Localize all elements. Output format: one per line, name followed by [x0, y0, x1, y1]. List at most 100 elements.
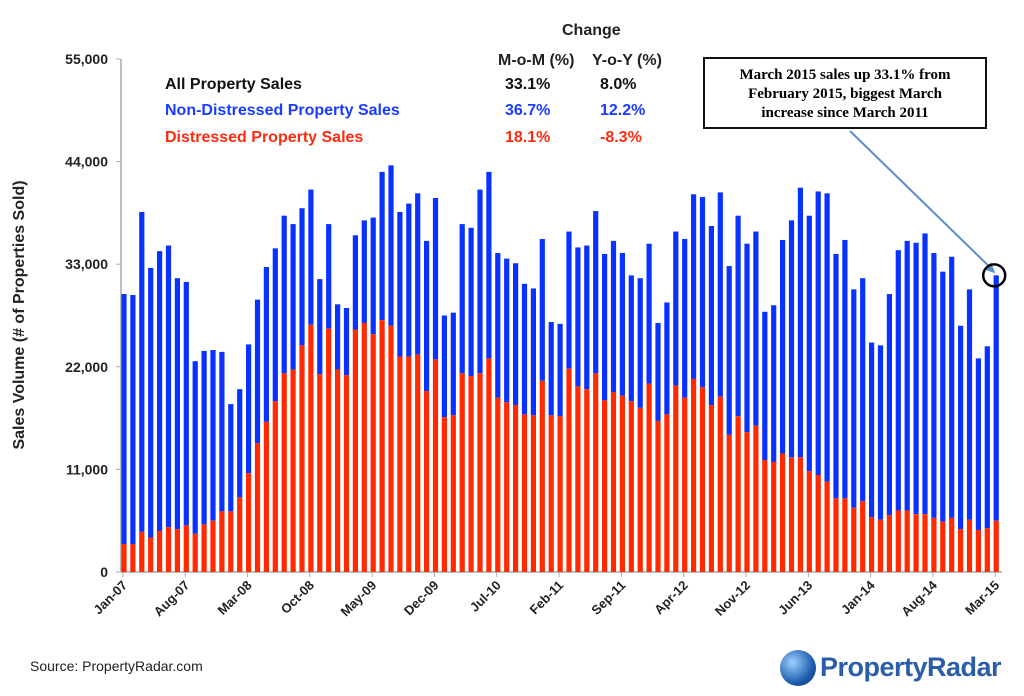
- x-tick-label: Sep-11: [588, 578, 628, 618]
- bar-distressed: [539, 380, 545, 572]
- bar-distressed: [877, 519, 884, 572]
- bar-non-distressed: [361, 220, 367, 323]
- bar-non-distressed: [432, 197, 439, 360]
- bar-non-distressed: [450, 312, 456, 416]
- bar-distressed: [869, 516, 875, 572]
- bar-distressed: [593, 373, 599, 572]
- bar-distressed: [272, 401, 278, 572]
- bar-non-distressed: [842, 239, 848, 499]
- bar-non-distressed: [913, 242, 919, 515]
- bar-non-distressed: [833, 253, 839, 499]
- bar-distressed: [824, 481, 830, 572]
- bar-non-distressed: [788, 220, 795, 458]
- bar-non-distressed: [815, 191, 821, 475]
- bar-non-distressed: [566, 231, 572, 369]
- x-tick-label: Mar-08: [214, 578, 254, 618]
- arrow-head-icon: [984, 262, 996, 274]
- bar-distressed: [450, 415, 456, 572]
- x-tick-label: Jan-14: [838, 577, 878, 617]
- bar-distressed: [237, 497, 243, 572]
- bar-distressed: [397, 356, 403, 572]
- bar-non-distressed: [682, 239, 688, 398]
- bar-non-distressed: [726, 266, 732, 435]
- bar-non-distressed: [139, 211, 145, 532]
- bar-non-distressed: [869, 342, 875, 517]
- bar-non-distressed: [388, 165, 394, 326]
- table-row-mom: 36.7%: [505, 102, 551, 119]
- bar-distressed: [343, 375, 350, 572]
- bar-distressed: [548, 415, 554, 572]
- bar-non-distressed: [699, 197, 706, 388]
- bar-non-distressed: [584, 245, 590, 390]
- bar-distressed: [557, 416, 563, 572]
- x-tick-label: Aug-14: [898, 577, 940, 619]
- annotation-line: increase since March 2011: [761, 105, 929, 121]
- bar-distressed: [317, 374, 323, 572]
- bar-distressed: [183, 525, 189, 572]
- bar-non-distressed: [192, 361, 198, 534]
- bar-non-distressed: [397, 211, 403, 357]
- bar-non-distressed: [780, 239, 786, 454]
- bar-distressed: [984, 528, 990, 572]
- bar-non-distressed: [984, 346, 990, 529]
- table-row-yoy: 8.0%: [600, 76, 637, 93]
- bar-non-distressed: [575, 247, 581, 387]
- bar-non-distressed: [762, 311, 768, 461]
- bar-distressed: [940, 521, 946, 572]
- bar-distressed: [130, 544, 136, 572]
- bar-non-distressed: [904, 240, 910, 511]
- x-tick-label: Dec-09: [401, 578, 442, 619]
- bar-distressed: [664, 414, 670, 572]
- bar-distressed: [157, 530, 163, 572]
- bar-distressed: [673, 385, 679, 572]
- x-tick-label: Apr-12: [651, 578, 691, 618]
- bar-distressed: [504, 402, 510, 572]
- bar-non-distressed: [895, 250, 901, 511]
- bar-distressed: [762, 460, 768, 572]
- bar-distressed: [290, 369, 296, 572]
- x-tick-label: Jul-10: [467, 578, 504, 615]
- bar-non-distressed: [290, 224, 296, 370]
- bar-distressed: [958, 529, 964, 572]
- table-row-label: Non-Distressed Property Sales: [165, 102, 400, 119]
- bar-distressed: [513, 405, 519, 572]
- table-header-change: Change: [562, 22, 621, 39]
- bar-distressed: [655, 420, 661, 572]
- y-tick-label: 11,000: [66, 461, 108, 477]
- bar-non-distressed: [548, 322, 554, 416]
- bar-non-distressed: [646, 243, 652, 384]
- globe-icon: [780, 650, 816, 686]
- bar-distressed: [575, 386, 581, 572]
- bar-distressed: [165, 527, 172, 572]
- y-tick-label: 0: [100, 564, 108, 580]
- bar-distressed: [566, 368, 572, 572]
- bar-non-distressed: [317, 279, 323, 375]
- bar-distressed: [922, 514, 928, 572]
- bar-non-distressed: [753, 231, 759, 426]
- table-col-yoy: Y-o-Y (%): [592, 52, 662, 69]
- bar-non-distressed: [877, 345, 884, 520]
- bar-distressed: [691, 378, 697, 572]
- bar-distressed: [219, 511, 225, 572]
- y-axis-label: Sales Volume (# of Properties Sold): [11, 180, 28, 449]
- bar-distressed: [379, 320, 385, 572]
- bar-non-distressed: [370, 217, 376, 335]
- bar-distressed: [682, 397, 688, 572]
- bar-non-distressed: [459, 224, 465, 374]
- bar-non-distressed: [593, 211, 599, 374]
- annotation-box: March 2015 sales up 33.1% from February …: [703, 57, 987, 129]
- bar-non-distressed: [771, 305, 777, 462]
- table-row-yoy: -8.3%: [600, 129, 642, 146]
- bar-non-distressed: [495, 253, 501, 398]
- bar-non-distressed: [673, 231, 679, 386]
- bar-non-distressed: [246, 344, 252, 474]
- table-col-mom: M-o-M (%): [498, 52, 575, 69]
- bar-distressed: [432, 359, 439, 572]
- bar-non-distressed: [797, 187, 803, 458]
- bar-non-distressed: [664, 302, 670, 415]
- table-row-mom: 18.1%: [505, 129, 551, 146]
- bar-distressed: [744, 432, 750, 572]
- bar-distressed: [254, 443, 261, 572]
- bar-non-distressed: [406, 203, 412, 357]
